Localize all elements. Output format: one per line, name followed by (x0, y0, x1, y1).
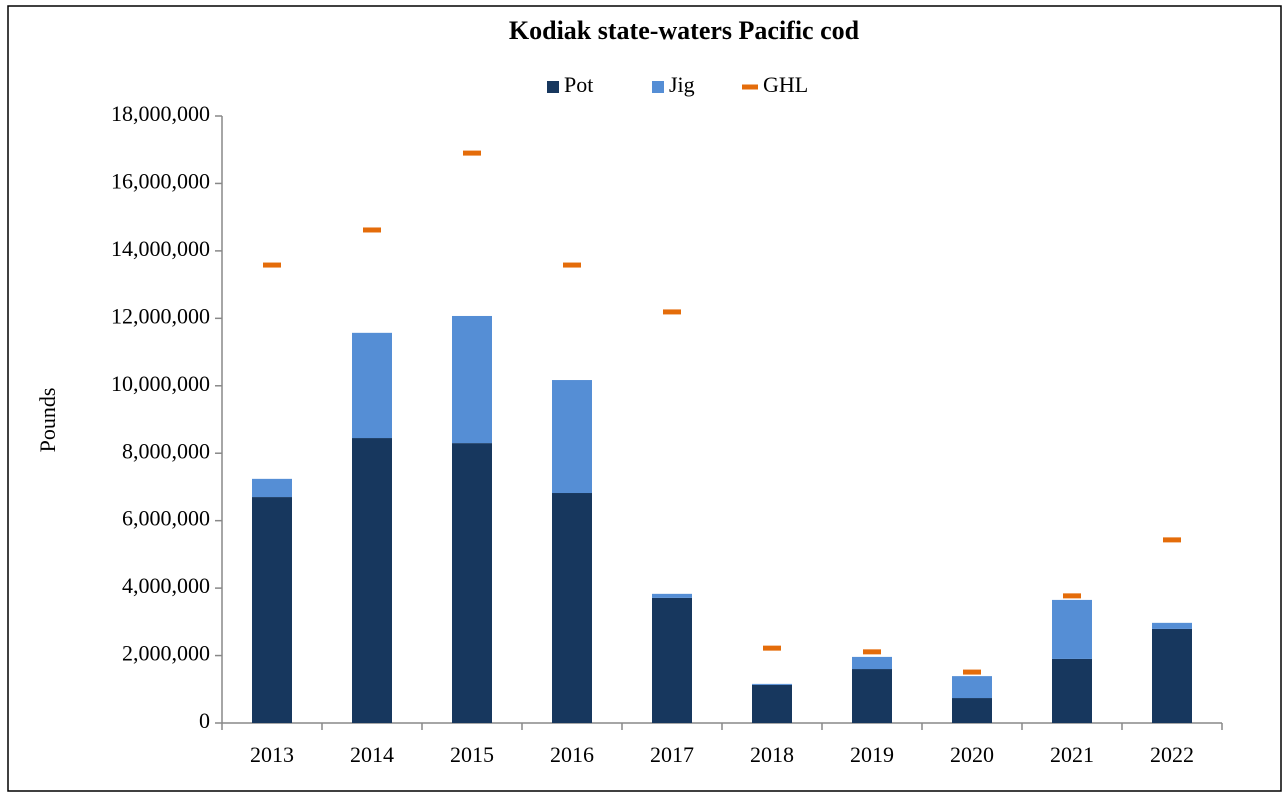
bar (352, 438, 392, 723)
bar (452, 443, 492, 723)
x-tick-label: 2019 (850, 742, 894, 767)
x-tick-label: 2018 (750, 742, 794, 767)
bar (452, 315, 492, 444)
bar (252, 497, 292, 723)
bar (552, 380, 592, 494)
ghl-marker (263, 262, 281, 268)
bar (652, 597, 692, 723)
bar (952, 676, 992, 699)
chart-title: Kodiak state-waters Pacific cod (509, 16, 860, 45)
x-tick-label: 2017 (650, 742, 694, 767)
bar (352, 332, 392, 439)
bar (1052, 658, 1092, 723)
y-tick-label: 18,000,000 (111, 101, 210, 126)
y-tick-label: 14,000,000 (111, 236, 210, 261)
ghl-marker (863, 649, 881, 655)
y-tick-label: 0 (199, 708, 210, 733)
bar (552, 493, 592, 723)
x-tick-label: 2014 (350, 742, 394, 767)
ghl-marker (563, 262, 581, 268)
legend-label: Jig (669, 72, 695, 97)
y-tick-label: 12,000,000 (111, 303, 210, 328)
y-tick-label: 4,000,000 (122, 573, 210, 598)
bar (952, 698, 992, 723)
legend-label: GHL (763, 72, 808, 97)
y-tick-label: 6,000,000 (122, 506, 210, 531)
y-axis-label: Pounds (35, 388, 60, 453)
x-tick-label: 2022 (1150, 742, 1194, 767)
legend-label: Pot (564, 72, 593, 97)
y-tick-label: 8,000,000 (122, 438, 210, 463)
bar (852, 656, 892, 670)
ghl-marker (963, 669, 981, 675)
y-tick-label: 10,000,000 (111, 371, 210, 396)
bar (852, 669, 892, 723)
ghl-marker (463, 150, 481, 156)
bar (1152, 622, 1192, 629)
bar (752, 683, 792, 685)
bar (752, 684, 792, 723)
y-tick-label: 2,000,000 (122, 641, 210, 666)
y-tick-label: 16,000,000 (111, 168, 210, 193)
ghl-marker (1163, 537, 1181, 543)
legend-swatch (742, 84, 758, 90)
bar (1052, 599, 1092, 659)
ghl-marker (363, 227, 381, 233)
ghl-marker (663, 309, 681, 315)
bar (652, 593, 692, 598)
x-tick-label: 2016 (550, 742, 594, 767)
legend-swatch (547, 81, 559, 93)
x-tick-label: 2020 (950, 742, 994, 767)
x-tick-label: 2021 (1050, 742, 1094, 767)
ghl-marker (1063, 593, 1081, 599)
bar (252, 478, 292, 498)
ghl-marker (763, 645, 781, 651)
x-tick-label: 2013 (250, 742, 294, 767)
bar (1152, 628, 1192, 723)
legend-swatch (652, 81, 664, 93)
x-tick-label: 2015 (450, 742, 494, 767)
